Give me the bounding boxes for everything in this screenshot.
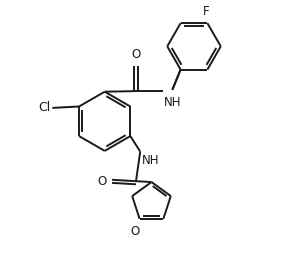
Text: O: O xyxy=(131,48,141,61)
Text: O: O xyxy=(131,225,140,238)
Text: F: F xyxy=(203,5,209,17)
Text: Cl: Cl xyxy=(38,101,50,114)
Text: NH: NH xyxy=(164,96,181,109)
Text: NH: NH xyxy=(142,154,159,167)
Text: O: O xyxy=(98,175,107,188)
